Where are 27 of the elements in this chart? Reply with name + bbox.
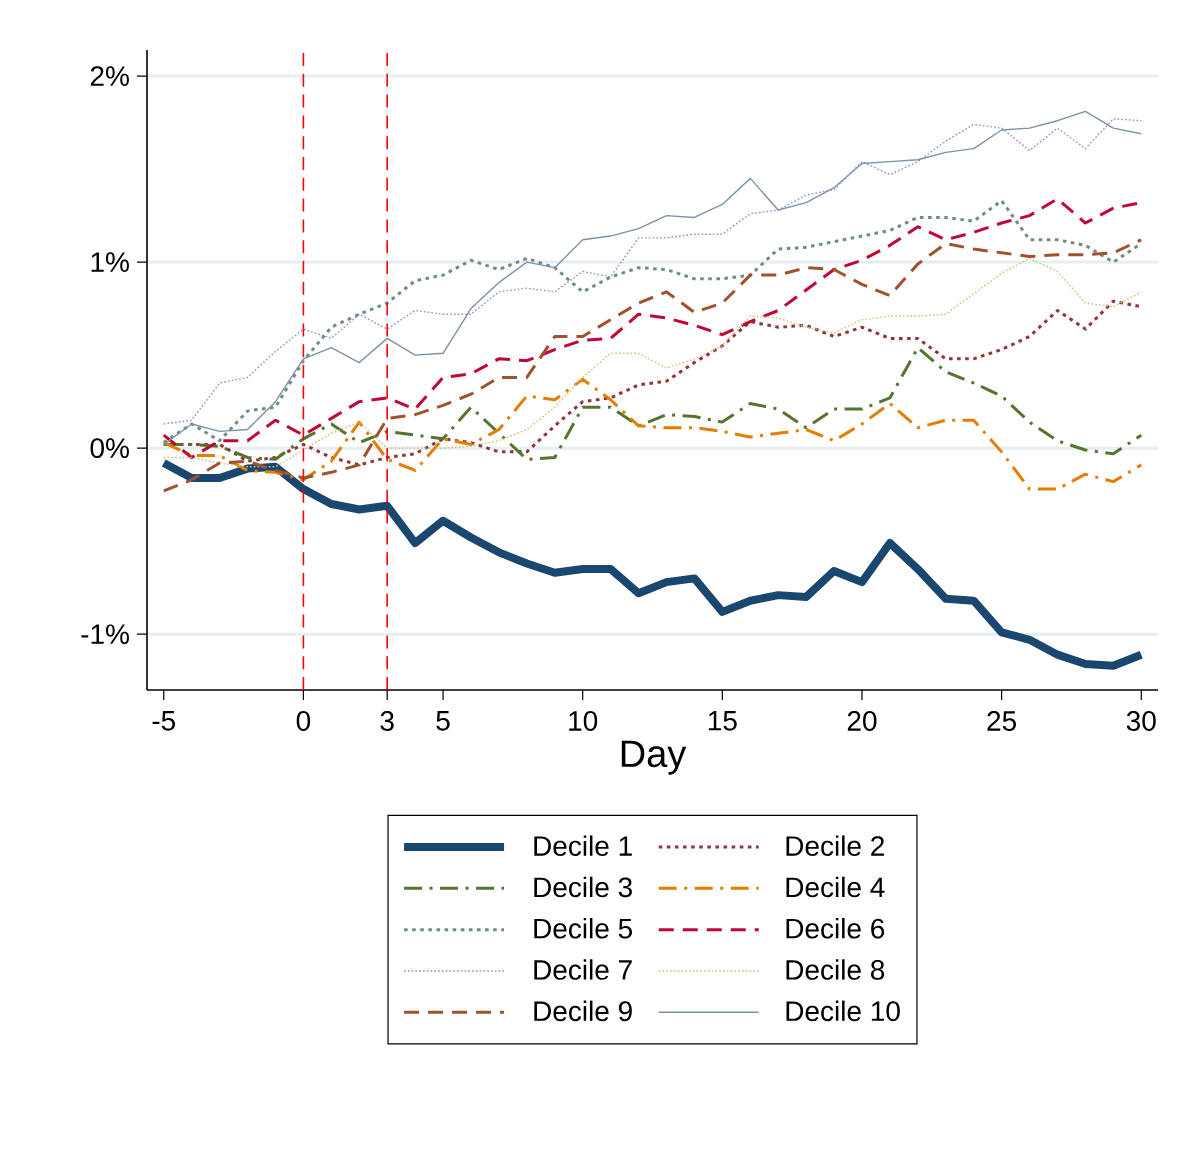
x-tick-label: 0 bbox=[296, 711, 311, 731]
x-axis-title: Day bbox=[621, 740, 687, 775]
legend-label: Decile 9 bbox=[534, 1000, 632, 1022]
legend-label: Decile 7 bbox=[534, 959, 632, 980]
legend-label: Decile 2 bbox=[786, 835, 884, 856]
x-tick-label: 5 bbox=[436, 711, 450, 731]
legend-label: Decile 8 bbox=[786, 959, 885, 980]
y-tick-label: 2% bbox=[90, 66, 129, 86]
line-series bbox=[162, 346, 1143, 461]
x-tick-label: 25 bbox=[987, 711, 1017, 731]
line-series bbox=[162, 238, 1143, 493]
legend-label: Decile 4 bbox=[786, 876, 885, 898]
x-tick-label: -5 bbox=[152, 711, 176, 731]
legend-label: Decile 3 bbox=[534, 876, 632, 898]
legend-label: Decile 5 bbox=[534, 918, 632, 939]
y-tick-label: -1% bbox=[81, 624, 129, 644]
legend-label: Decile 6 bbox=[786, 918, 885, 939]
x-tick-label: 20 bbox=[847, 711, 877, 731]
y-tick-label: 0% bbox=[90, 438, 129, 459]
x-tick-label: 10 bbox=[569, 711, 598, 731]
y-tick-label: 1% bbox=[91, 252, 129, 272]
x-tick-label: 3 bbox=[380, 711, 394, 731]
line-series bbox=[162, 377, 1143, 491]
x-tick-label: 30 bbox=[1126, 711, 1156, 731]
legend-label: Decile 1 bbox=[534, 835, 632, 856]
legend-label: Decile 10 bbox=[786, 1000, 900, 1022]
x-tick-label: 15 bbox=[708, 711, 737, 731]
